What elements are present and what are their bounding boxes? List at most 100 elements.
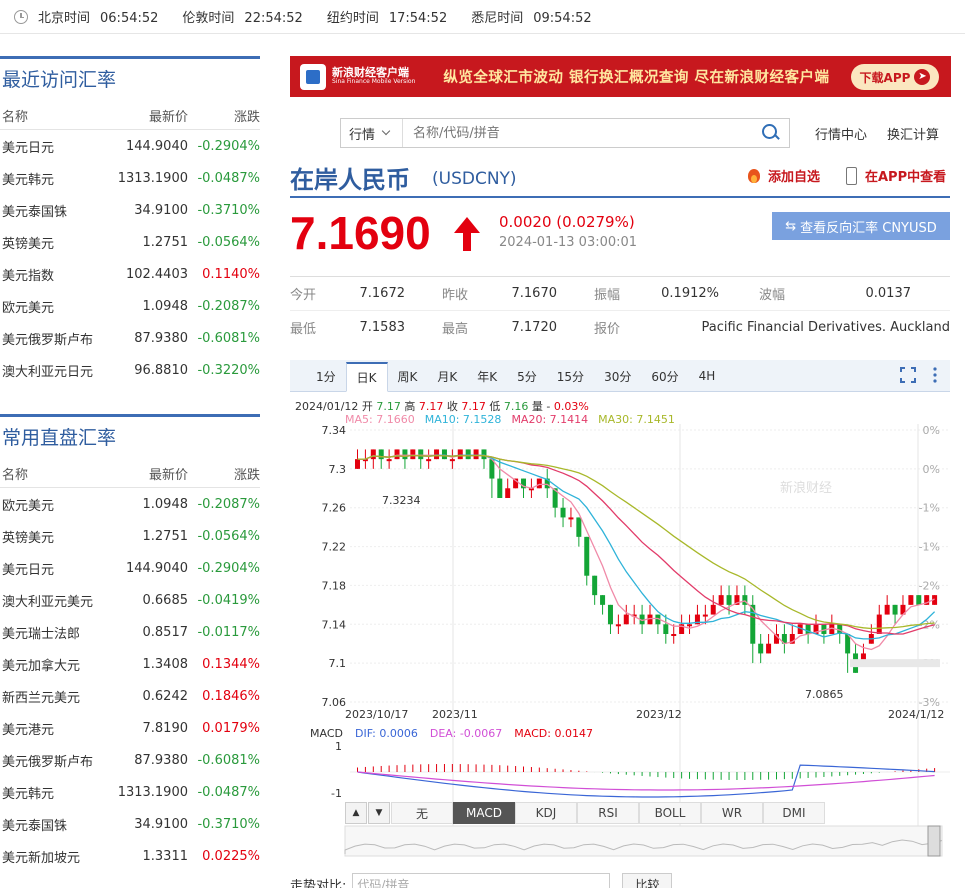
- period-tab[interactable]: 4H: [698, 369, 716, 383]
- rate-row[interactable]: 美元韩元 1313.1900 -0.0487%: [0, 162, 260, 194]
- chevron-down-icon: [381, 126, 391, 136]
- scroll-down-icon[interactable]: ▼: [368, 802, 390, 824]
- rate-row[interactable]: 欧元美元 1.0948 -0.2087%: [0, 290, 260, 322]
- search-type-select[interactable]: 行情: [341, 119, 403, 147]
- title-divider: [290, 196, 950, 198]
- rate-name[interactable]: 美元俄罗斯卢布: [2, 332, 94, 348]
- max-price-label: 7.3234: [382, 494, 421, 507]
- more-options-icon[interactable]: [932, 366, 938, 384]
- rate-row[interactable]: 美元指数 102.4403 0.1140%: [0, 258, 260, 290]
- market-center-link[interactable]: 行情中心: [815, 128, 868, 143]
- ma-legend-item: MA10: 7.1528: [424, 413, 502, 426]
- rate-change: 0.0225%: [202, 848, 260, 864]
- period-tab[interactable]: 周K: [397, 369, 418, 384]
- candle: [702, 614, 708, 617]
- rate-name[interactable]: 新西兰元美元: [2, 690, 81, 706]
- candle: [679, 624, 685, 634]
- rate-row[interactable]: 澳大利亚元美元 0.6685 -0.0419%: [0, 584, 260, 616]
- rate-price: 144.9040: [125, 138, 188, 154]
- period-tab[interactable]: 15分: [556, 369, 585, 384]
- rate-name[interactable]: 美元瑞士法郎: [2, 626, 81, 642]
- rate-name[interactable]: 欧元美元: [2, 498, 55, 514]
- rate-name[interactable]: 美元俄罗斯卢布: [2, 754, 94, 770]
- period-tab[interactable]: 60分: [651, 369, 679, 384]
- rate-price: 0.8517: [142, 624, 189, 640]
- rate-change: -0.0564%: [197, 234, 260, 250]
- rate-name[interactable]: 美元新加坡元: [2, 850, 81, 866]
- rate-price: 1.3408: [142, 656, 189, 672]
- view-in-app-button[interactable]: 在APP中查看: [846, 166, 946, 185]
- ma-legend: MA5: 7.1660 MA10: 7.1528 MA20: 7.1414 MA30:…: [345, 413, 685, 426]
- quote-stats-table: 今开 7.1672 昨收 7.1670 振幅 0.1912% 波幅 0.0137…: [290, 276, 950, 343]
- candle: [687, 624, 693, 627]
- rate-row[interactable]: 美元瑞士法郎 0.8517 -0.0117%: [0, 616, 260, 648]
- indicator-tab[interactable]: BOLL: [639, 802, 701, 824]
- rate-row[interactable]: 新西兰元美元 0.6242 0.1846%: [0, 680, 260, 712]
- rate-row[interactable]: 澳大利亚元日元 96.8810 -0.3220%: [0, 354, 260, 386]
- search-icon[interactable]: [757, 120, 783, 146]
- rate-row[interactable]: 美元俄罗斯卢布 87.9380 -0.6081%: [0, 322, 260, 354]
- rate-row[interactable]: 美元日元 144.9040 -0.2904%: [0, 552, 260, 584]
- rate-name[interactable]: 澳大利亚元日元: [2, 364, 94, 380]
- kline-chart[interactable]: 7.34 0%7.3 0%7.26 -1%7.22 -1%7.18 -2%7.14 -2%7…: [290, 392, 950, 858]
- rate-row[interactable]: 英镑美元 1.2751 -0.0564%: [0, 226, 260, 258]
- rate-change: -0.0487%: [197, 170, 260, 186]
- rate-row[interactable]: 美元新加坡元 1.3311 0.0225%: [0, 840, 260, 872]
- rate-row[interactable]: 美元韩元 1313.1900 -0.0487%: [0, 776, 260, 808]
- period-tab[interactable]: 1分: [316, 369, 336, 384]
- compare-input[interactable]: 代码/拼音: [352, 873, 611, 888]
- search-input[interactable]: [403, 119, 757, 147]
- fullscreen-icon[interactable]: [900, 367, 916, 383]
- download-app-button[interactable]: 下载APP ➤: [851, 64, 939, 90]
- rate-name[interactable]: 美元泰国铢: [2, 818, 68, 834]
- rate-name[interactable]: 美元日元: [2, 562, 55, 578]
- indicator-tab[interactable]: 无: [391, 802, 453, 824]
- candle: [813, 624, 819, 634]
- rate-name[interactable]: 美元韩元: [2, 172, 55, 188]
- rate-name[interactable]: 英镑美元: [2, 530, 55, 546]
- candle: [536, 478, 542, 489]
- rate-change: 0.1846%: [202, 688, 260, 704]
- reverse-rate-button[interactable]: ⇆ 查看反向汇率 CNYUSD: [772, 212, 950, 240]
- rate-row[interactable]: 美元加拿大元 1.3408 0.1344%: [0, 648, 260, 680]
- rate-row[interactable]: 美元俄罗斯卢布 87.9380 -0.6081%: [0, 744, 260, 776]
- candle: [362, 459, 368, 462]
- rate-name[interactable]: 欧元美元: [2, 300, 55, 316]
- period-tab[interactable]: 年K: [477, 369, 498, 384]
- candle: [773, 634, 779, 644]
- rate-name[interactable]: 美元韩元: [2, 786, 55, 802]
- indicator-tab[interactable]: WR: [701, 802, 763, 824]
- candle: [932, 595, 938, 605]
- app-promo-banner[interactable]: 新浪财经客户端 Sina Finance Mobile Version 纵览全球…: [290, 56, 951, 97]
- rate-row[interactable]: 美元港元 7.8190 0.0179%: [0, 712, 260, 744]
- indicator-tab[interactable]: KDJ: [515, 802, 577, 824]
- period-tab[interactable]: 日K: [345, 362, 388, 392]
- rate-name[interactable]: 英镑美元: [2, 236, 55, 252]
- y-tick-label: 7.22: [322, 541, 347, 554]
- rate-row[interactable]: 欧元美元 1.0948 -0.2087%: [0, 488, 260, 520]
- compare-button[interactable]: 比较: [622, 873, 673, 888]
- rate-name[interactable]: 美元指数: [2, 268, 55, 284]
- indicator-tab[interactable]: RSI: [577, 802, 639, 824]
- stats-row: 今开 7.1672 昨收 7.1670 振幅 0.1912% 波幅 0.0137: [290, 286, 911, 303]
- candle: [513, 478, 519, 489]
- rate-row[interactable]: 美元日元 144.9040 -0.2904%: [0, 130, 260, 162]
- rate-name[interactable]: 美元加拿大元: [2, 658, 81, 674]
- period-tab[interactable]: 30分: [604, 369, 632, 384]
- indicator-tab[interactable]: DMI: [763, 802, 825, 824]
- rate-row[interactable]: 美元泰国铢 34.9100 -0.3710%: [0, 808, 260, 840]
- rate-price: 96.8810: [134, 362, 188, 378]
- rate-name[interactable]: 美元日元: [2, 140, 55, 156]
- rate-name[interactable]: 美元港元: [2, 722, 55, 738]
- period-tab[interactable]: 月K: [437, 369, 458, 384]
- currency-converter-link[interactable]: 换汇计算: [887, 128, 940, 143]
- rate-row[interactable]: 美元泰国铢 34.9100 -0.3710%: [0, 194, 260, 226]
- rate-name[interactable]: 澳大利亚元美元: [2, 594, 94, 610]
- rate-row[interactable]: 英镑美元 1.2751 -0.0564%: [0, 520, 260, 552]
- period-tab[interactable]: 5分: [517, 369, 537, 384]
- navigator-year-label: 2000: [440, 856, 468, 858]
- scroll-up-icon[interactable]: ▲: [345, 802, 367, 824]
- add-to-watchlist-button[interactable]: 添加自选: [746, 166, 820, 185]
- indicator-tab[interactable]: MACD: [453, 802, 515, 824]
- rate-name[interactable]: 美元泰国铢: [2, 204, 68, 220]
